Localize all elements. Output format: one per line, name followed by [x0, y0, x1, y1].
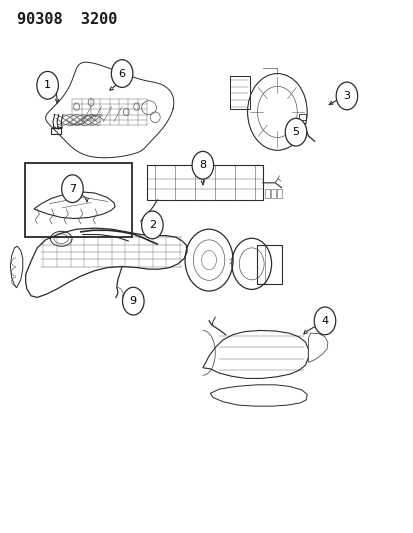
Bar: [256, 245, 281, 284]
Circle shape: [313, 307, 335, 335]
Bar: [264, 189, 269, 198]
Text: 7: 7: [69, 184, 76, 193]
Circle shape: [335, 82, 357, 110]
Bar: [296, 122, 303, 128]
Text: 4: 4: [320, 316, 328, 326]
Text: 2: 2: [148, 220, 156, 230]
Bar: [298, 114, 305, 120]
Bar: [277, 189, 282, 198]
Bar: [147, 165, 262, 200]
Text: 8: 8: [199, 160, 206, 170]
Bar: [25, 163, 132, 237]
Text: 1: 1: [44, 80, 51, 90]
Bar: [50, 128, 61, 134]
Circle shape: [62, 175, 83, 203]
Circle shape: [111, 60, 133, 87]
Circle shape: [285, 118, 306, 146]
Circle shape: [37, 71, 58, 99]
Circle shape: [122, 287, 144, 315]
Circle shape: [141, 211, 163, 239]
Text: 5: 5: [292, 127, 299, 137]
Circle shape: [192, 151, 213, 179]
Text: 9: 9: [129, 296, 137, 306]
Text: 90308  3200: 90308 3200: [17, 12, 116, 27]
Bar: [271, 189, 275, 198]
Bar: [229, 76, 249, 109]
Text: 3: 3: [343, 91, 349, 101]
Text: 6: 6: [119, 69, 125, 78]
